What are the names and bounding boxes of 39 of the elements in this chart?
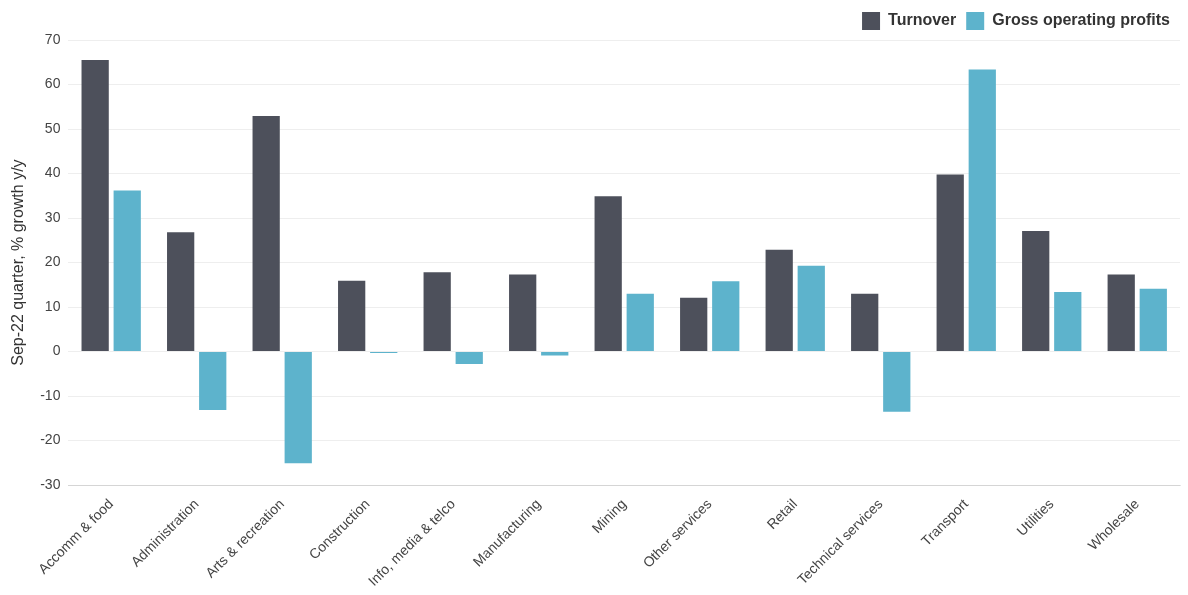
bar: [797, 265, 825, 352]
y-tick-label: 10: [44, 297, 61, 314]
y-tick-label: 20: [44, 253, 61, 270]
bar: [1107, 274, 1135, 352]
y-tick-label: 70: [44, 30, 61, 47]
y-tick-label: 50: [44, 119, 61, 136]
bar: [626, 293, 654, 352]
bar: [423, 272, 451, 352]
y-tick-label: 30: [44, 208, 61, 225]
y-tick-label: -10: [40, 386, 61, 403]
bar: [509, 274, 537, 352]
bar: [1054, 291, 1082, 352]
y-axis-title: Sep-22 quarter, % growth y/y: [9, 159, 27, 366]
bar: [541, 352, 569, 356]
bar: [936, 174, 964, 352]
bar: [252, 116, 280, 352]
y-tick-label: 60: [44, 75, 61, 92]
legend-label: Turnover: [888, 11, 957, 29]
bar: [338, 280, 366, 352]
y-tick-label: 0: [52, 342, 61, 359]
bar: [765, 249, 793, 352]
bar: [1022, 230, 1050, 352]
bar: [455, 352, 483, 365]
bar: [680, 297, 708, 352]
bar: [594, 196, 622, 352]
legend-label: Gross operating profits: [992, 11, 1171, 29]
bar: [968, 69, 996, 352]
y-tick-label: 40: [44, 164, 61, 181]
bar: [284, 352, 312, 464]
y-tick-label: -20: [40, 431, 61, 448]
bar: [113, 190, 141, 352]
bar: [1139, 288, 1167, 352]
bar: [199, 352, 227, 410]
bar: [851, 293, 879, 352]
bar: [712, 281, 740, 352]
bar: [883, 352, 911, 412]
y-tick-label: -30: [40, 475, 61, 492]
bar: [167, 232, 195, 352]
bar: [81, 60, 109, 352]
